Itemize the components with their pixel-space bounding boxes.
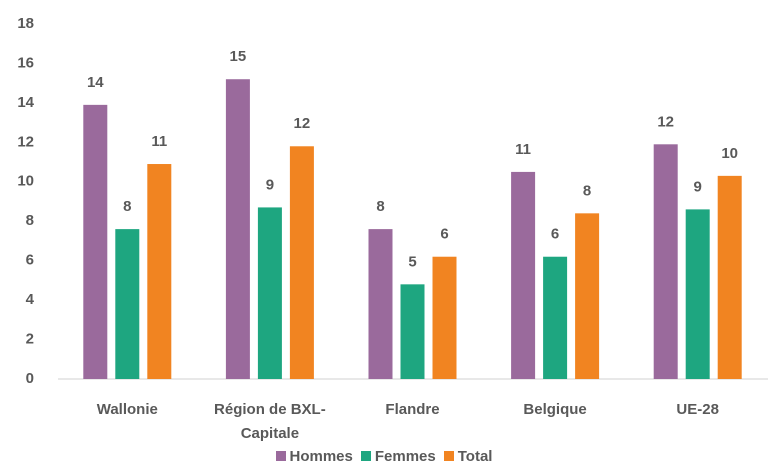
legend-swatch <box>275 451 286 461</box>
bar <box>257 207 282 379</box>
y-tick-label: 14 <box>17 94 34 111</box>
bar <box>368 229 393 379</box>
bar <box>685 209 710 379</box>
y-tick-label: 0 <box>26 370 34 387</box>
x-tick-label: UE-28 <box>676 401 719 418</box>
legend-label: Femmes <box>374 448 436 465</box>
x-tick-label: Flandre <box>385 401 440 418</box>
data-label: 10 <box>721 145 738 162</box>
legend-swatch <box>443 451 454 461</box>
data-label: 6 <box>551 226 559 243</box>
data-label: 9 <box>694 178 702 195</box>
bar <box>83 104 108 379</box>
y-tick-label: 6 <box>26 252 34 269</box>
x-tick-label: Belgique <box>523 401 587 418</box>
bar <box>432 256 457 379</box>
bar <box>115 229 140 379</box>
bar <box>147 164 172 379</box>
data-label: 15 <box>230 48 247 65</box>
bar <box>653 144 678 379</box>
x-tick-label: Région de BXL-Capitale <box>214 401 326 442</box>
data-label: 8 <box>376 198 384 215</box>
y-tick-label: 12 <box>17 133 34 150</box>
data-label: 9 <box>266 176 274 193</box>
y-tick-label: 8 <box>26 212 34 229</box>
legend-label: Total <box>457 448 493 465</box>
bar <box>289 146 314 379</box>
y-tick-label: 2 <box>26 331 34 348</box>
data-label: 5 <box>408 253 416 270</box>
data-label: 8 <box>123 198 131 215</box>
bar <box>717 175 742 379</box>
bar <box>511 171 536 379</box>
legend-item: Total <box>443 448 493 465</box>
legend-swatch <box>360 451 371 461</box>
data-label: 11 <box>515 141 531 158</box>
data-label: 8 <box>583 182 591 199</box>
data-label: 11 <box>151 133 167 150</box>
x-tick-label: Wallonie <box>96 401 158 418</box>
bar <box>575 213 600 379</box>
y-tick-label: 10 <box>17 173 34 190</box>
legend-label: Hommes <box>289 448 353 465</box>
data-label: 12 <box>294 115 311 132</box>
y-tick-label: 18 <box>17 15 34 32</box>
legend-item: Femmes <box>360 448 436 465</box>
data-label: 12 <box>657 113 674 130</box>
legend-item: Hommes <box>275 448 353 465</box>
bar <box>400 284 425 379</box>
bar <box>543 256 568 379</box>
y-tick-label: 4 <box>26 291 35 308</box>
bar <box>225 79 250 379</box>
data-label: 14 <box>87 74 104 91</box>
data-label: 6 <box>440 226 448 243</box>
legend: Hommes Femmes Total <box>0 448 768 465</box>
y-tick-label: 16 <box>17 54 34 71</box>
